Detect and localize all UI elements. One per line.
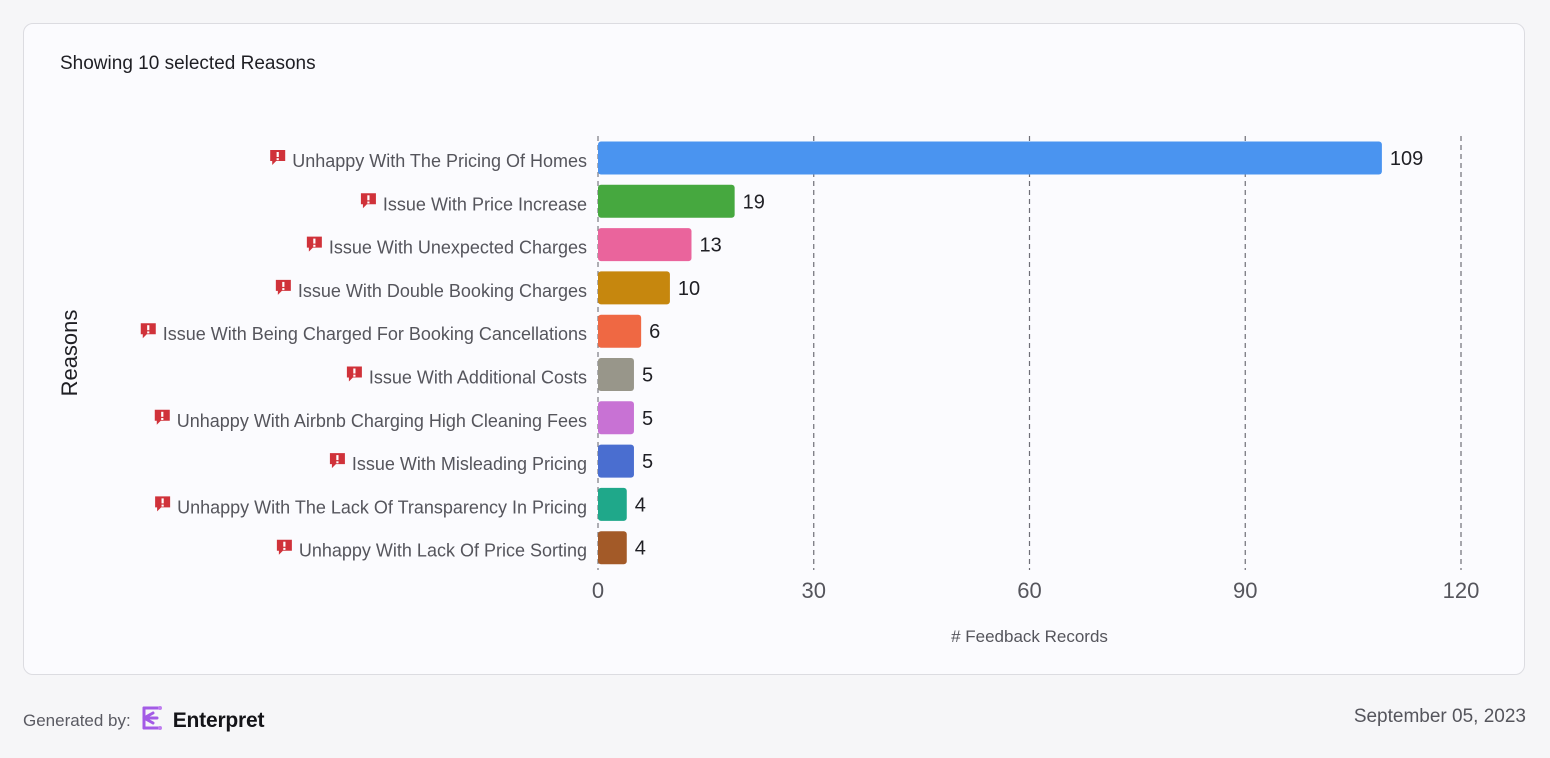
- bar-value-label: 5: [642, 408, 653, 430]
- bar-value-label: 5: [642, 365, 653, 387]
- bar-value-label: 6: [649, 321, 660, 343]
- alert-flag-icon: [276, 539, 292, 555]
- bar: [598, 314, 642, 348]
- category-label: Issue With Being Charged For Booking Can…: [163, 324, 587, 344]
- alert-flag-icon: [275, 279, 291, 295]
- x-tick-label: 90: [1233, 578, 1257, 603]
- y-axis-title: Reasons: [57, 310, 82, 397]
- alert-flag-icon: [154, 409, 170, 425]
- alert-flag-icon: [155, 496, 171, 512]
- brand-name: Enterpret: [172, 708, 265, 732]
- bar: [598, 228, 692, 262]
- bar-value-label: 10: [678, 278, 700, 300]
- x-axis-title: # Feedback Records: [951, 627, 1108, 646]
- category-label: Issue With Double Booking Charges: [298, 281, 587, 301]
- x-tick-label: 0: [592, 578, 604, 603]
- chart-card: Showing 10 selected Reasons: [23, 23, 1525, 675]
- bar-value-label: 5: [642, 451, 653, 473]
- report-date: September 05, 2023: [1353, 706, 1526, 727]
- bar: [598, 184, 735, 218]
- alert-flag-icon: [360, 193, 376, 209]
- bar: [598, 141, 1382, 175]
- bar: [598, 271, 670, 305]
- enterpret-logo-icon: [139, 704, 165, 737]
- bar: [598, 487, 627, 521]
- alert-flag-icon: [329, 453, 345, 469]
- alert-flag-icon: [140, 323, 156, 339]
- category-label: Unhappy With The Pricing Of Homes: [292, 151, 587, 171]
- alert-flag-icon: [306, 236, 322, 252]
- bar-value-label: 4: [635, 538, 646, 560]
- bar-value-label: 109: [1390, 148, 1423, 170]
- generated-by: Generated by: Enterpret: [23, 704, 265, 737]
- bar: [598, 358, 634, 391]
- bar-value-label: 19: [743, 191, 765, 213]
- bar-chart: 0 30 60 90 120 109 Unhappy With The Pricing Of…: [57, 136, 1480, 646]
- category-label: Issue With Additional Costs: [369, 368, 587, 388]
- category-label: Unhappy With Airbnb Charging High Cleani…: [177, 411, 587, 431]
- bar-value-label: 4: [635, 494, 646, 516]
- x-tick-label: 30: [802, 578, 826, 603]
- bar: [598, 444, 634, 478]
- chart-title: Showing 10 selected Reasons: [60, 53, 316, 74]
- x-tick-label: 60: [1017, 578, 1041, 603]
- generated-by-label: Generated by:: [23, 710, 131, 730]
- alert-flag-icon: [346, 366, 362, 382]
- category-label: Unhappy With The Lack Of Transparency In…: [177, 497, 587, 517]
- category-label: Issue With Price Increase: [383, 194, 587, 214]
- x-tick-label: 120: [1443, 578, 1480, 603]
- category-label: Issue With Unexpected Charges: [329, 238, 587, 258]
- alert-flag-icon: [270, 150, 286, 165]
- category-label: Issue With Misleading Pricing: [352, 454, 587, 474]
- bar: [598, 531, 627, 565]
- bar-value-label: 13: [699, 235, 721, 257]
- category-label: Unhappy With Lack Of Price Sorting: [299, 541, 587, 561]
- bar: [598, 401, 634, 435]
